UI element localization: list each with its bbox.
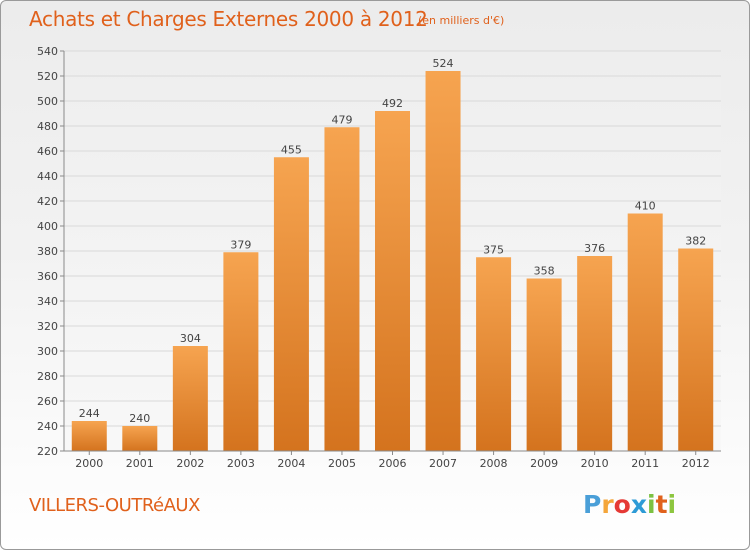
bar <box>425 71 461 451</box>
y-tick-label: 320 <box>37 320 58 333</box>
bar <box>375 111 410 451</box>
x-tick-label: 2005 <box>328 457 356 470</box>
bar <box>324 127 360 451</box>
y-tick-label: 280 <box>37 370 58 383</box>
x-tick-label: 2002 <box>176 457 204 470</box>
logo-letter: r <box>601 490 614 519</box>
y-tick-label: 400 <box>37 220 58 233</box>
y-tick-label: 260 <box>37 395 58 408</box>
x-tick-label: 2010 <box>581 457 609 470</box>
x-tick-label: 2007 <box>429 457 457 470</box>
bar <box>678 248 714 451</box>
y-tick-label: 380 <box>37 245 58 258</box>
data-labels: 244 240 304 379 455 479 492 524 375 358 376 410 382 <box>79 57 706 425</box>
data-label: 375 <box>483 243 504 256</box>
data-label: 379 <box>230 238 251 251</box>
y-tick-label: 420 <box>37 195 58 208</box>
bar <box>273 157 309 451</box>
data-label: 304 <box>180 332 201 345</box>
y-tick-label: 340 <box>37 295 58 308</box>
x-axis-ticks: 2000 2001 2002 2003 2004 2005 2006 2007 2008 2009… <box>75 451 710 470</box>
bar <box>71 421 107 451</box>
bar <box>627 213 663 451</box>
proxiti-logo: Proxiti <box>583 490 676 519</box>
x-tick-label: 2003 <box>227 457 255 470</box>
logo-letter: x <box>630 490 647 519</box>
data-label: 524 <box>433 57 454 70</box>
x-tick-label: 2008 <box>480 457 508 470</box>
data-label: 479 <box>331 113 352 126</box>
y-tick-label: 360 <box>37 270 58 283</box>
data-label: 244 <box>79 407 100 420</box>
logo-letter: P <box>583 490 602 519</box>
x-tick-label: 2000 <box>75 457 103 470</box>
logo-letter: o <box>613 490 631 519</box>
data-label: 382 <box>685 235 706 248</box>
data-label: 240 <box>129 412 150 425</box>
bar <box>172 346 208 451</box>
bar <box>122 426 158 451</box>
bar <box>223 252 259 451</box>
y-tick-label: 460 <box>37 145 58 158</box>
bars <box>71 71 714 451</box>
y-tick-label: 480 <box>37 120 58 133</box>
logo-letter: t <box>655 490 668 519</box>
y-tick-label: 520 <box>37 70 58 83</box>
data-label: 376 <box>584 242 605 255</box>
y-tick-label: 440 <box>37 170 58 183</box>
data-label: 358 <box>534 265 555 278</box>
y-axis-ticks: 220 240 260 280 300 320 340 360 380 400 420 440 460 4… <box>37 45 64 458</box>
y-tick-label: 540 <box>37 45 58 58</box>
x-tick-label: 2004 <box>277 457 305 470</box>
bar <box>577 256 613 451</box>
data-label: 492 <box>382 97 403 110</box>
commune-name: VILLERS-OUTRéAUX <box>29 495 200 516</box>
bar <box>526 278 562 451</box>
y-tick-label: 220 <box>37 445 58 458</box>
chart-title: Achats et Charges Externes 2000 à 2012 <box>29 7 428 31</box>
logo-letter: i <box>667 490 677 519</box>
y-tick-label: 300 <box>37 345 58 358</box>
data-label: 410 <box>635 200 656 213</box>
x-tick-label: 2012 <box>682 457 710 470</box>
logo-letter: i <box>647 490 656 519</box>
x-tick-label: 2011 <box>631 457 659 470</box>
y-tick-label: 500 <box>37 95 58 108</box>
bar <box>476 257 512 451</box>
chart-subtitle: (en milliers d'€) <box>418 14 505 27</box>
data-label: 455 <box>281 143 302 156</box>
x-tick-label: 2001 <box>126 457 154 470</box>
x-tick-label: 2009 <box>530 457 558 470</box>
y-tick-label: 240 <box>37 420 58 433</box>
x-tick-label: 2006 <box>379 457 407 470</box>
